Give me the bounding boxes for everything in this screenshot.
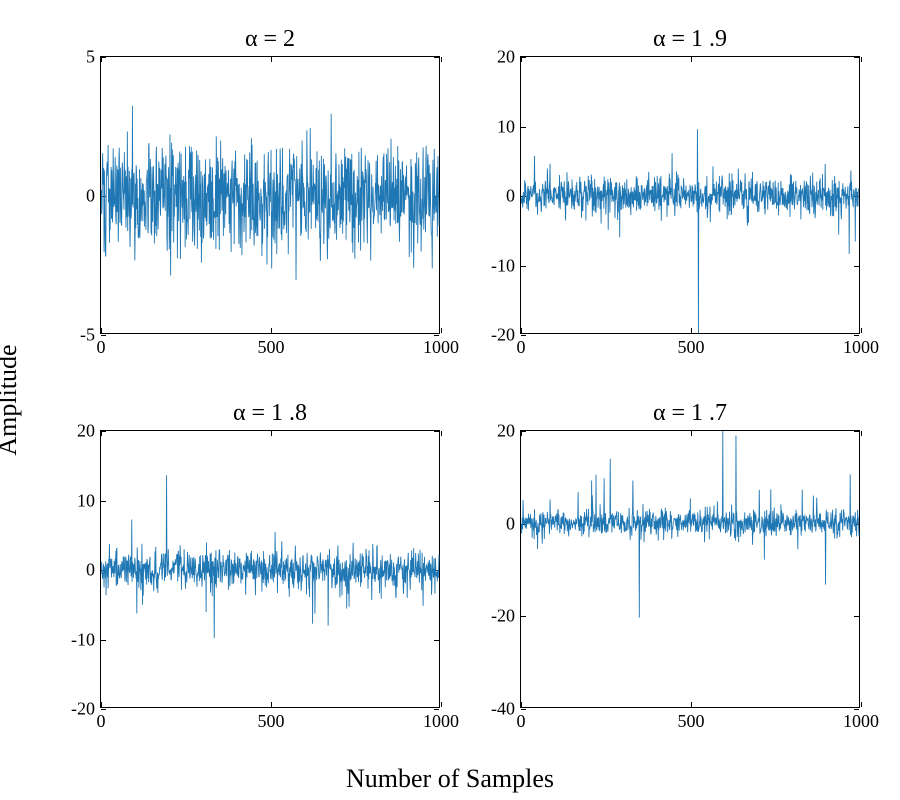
subplot-alpha-2: α = 2 -50505001000 xyxy=(100,56,440,334)
subplot-title: α = 1 .8 xyxy=(233,400,307,427)
plot-area: -20-100102005001000 xyxy=(520,56,860,334)
x-axis-label: Number of Samples xyxy=(346,764,554,794)
signal-line xyxy=(521,57,859,333)
y-tick-label: -40 xyxy=(491,699,515,720)
subplot-alpha-1-9: α = 1 .9 -20-100102005001000 xyxy=(520,56,860,334)
y-tick-label: -10 xyxy=(491,255,515,276)
x-tick-label: 0 xyxy=(517,711,526,732)
y-tick-label: 5 xyxy=(86,47,95,68)
x-tick-label: 500 xyxy=(678,337,705,358)
y-tick-label: -5 xyxy=(80,325,95,346)
x-tick-label: 1000 xyxy=(423,711,459,732)
x-tick-label: 500 xyxy=(678,711,705,732)
x-tick-label: 1000 xyxy=(843,711,879,732)
y-tick-label: 20 xyxy=(497,421,515,442)
subplot-alpha-1-8: α = 1 .8 -20-100102005001000 xyxy=(100,430,440,708)
signal-line xyxy=(101,431,439,707)
figure: Amplitude Number of Samples α = 2 -50505… xyxy=(0,0,900,800)
signal-line xyxy=(101,57,439,333)
y-tick-label: -20 xyxy=(491,606,515,627)
x-tick-label: 500 xyxy=(258,337,285,358)
y-tick-label: 20 xyxy=(77,421,95,442)
x-tick-label: 1000 xyxy=(423,337,459,358)
y-tick-label: 10 xyxy=(497,116,515,137)
y-tick-label: 20 xyxy=(497,47,515,68)
subplot-title: α = 1 .7 xyxy=(653,400,727,427)
y-axis-label: Amplitude xyxy=(0,344,23,455)
x-tick-label: 0 xyxy=(97,337,106,358)
x-tick-label: 1000 xyxy=(843,337,879,358)
y-tick-label: 10 xyxy=(77,490,95,511)
y-tick-label: -10 xyxy=(71,629,95,650)
signal-line xyxy=(521,431,859,707)
y-tick-label: 0 xyxy=(86,186,95,207)
x-tick-label: 500 xyxy=(258,711,285,732)
y-tick-label: 0 xyxy=(506,513,515,534)
x-tick-label: 0 xyxy=(517,337,526,358)
y-tick-label: 0 xyxy=(506,186,515,207)
y-tick-label: -20 xyxy=(71,699,95,720)
plot-area: -20-100102005001000 xyxy=(100,430,440,708)
subplot-title: α = 2 xyxy=(245,26,295,53)
plot-area: -40-2002005001000 xyxy=(520,430,860,708)
y-tick-label: 0 xyxy=(86,560,95,581)
plot-area: -50505001000 xyxy=(100,56,440,334)
subplot-alpha-1-7: α = 1 .7 -40-2002005001000 xyxy=(520,430,860,708)
x-tick-label: 0 xyxy=(97,711,106,732)
y-tick-label: -20 xyxy=(491,325,515,346)
subplot-title: α = 1 .9 xyxy=(653,26,727,53)
